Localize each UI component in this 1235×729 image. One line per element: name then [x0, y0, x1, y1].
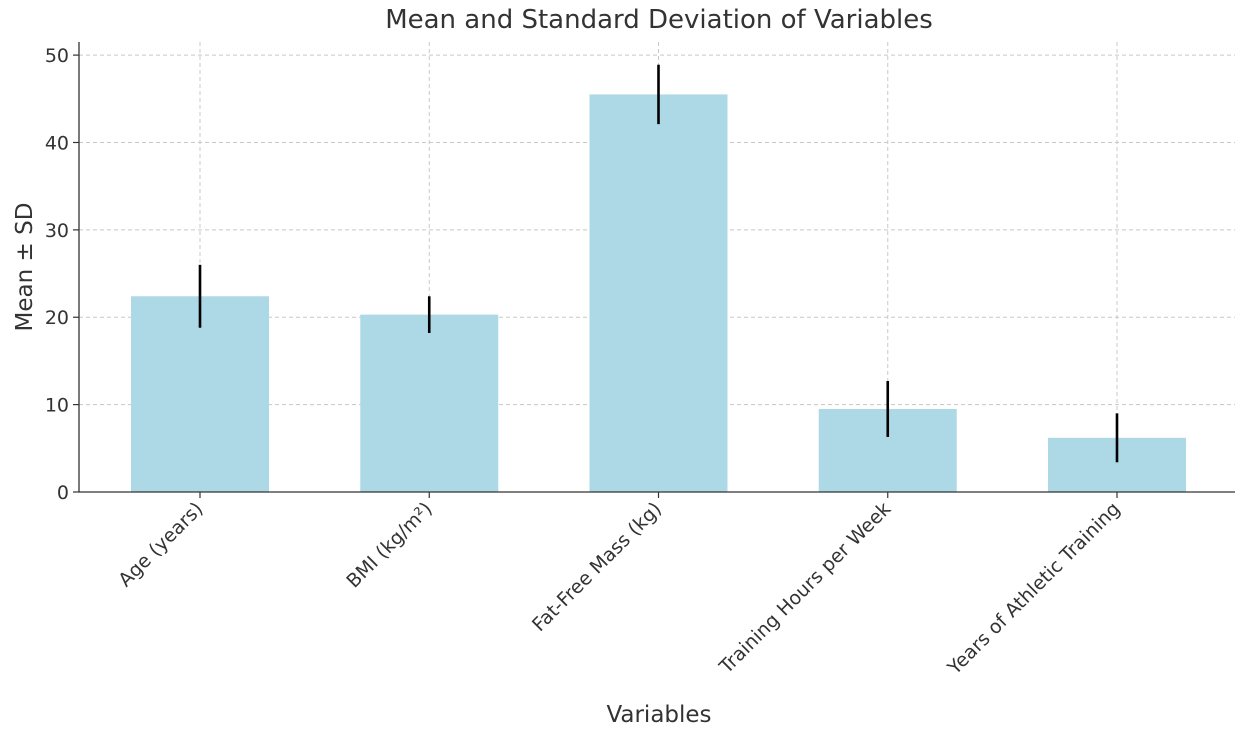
x-tick-label: Years of Athletic Training	[943, 498, 1125, 680]
x-axis-label: Variables	[606, 702, 711, 728]
x-tick-label: Age (years)	[114, 498, 207, 591]
bar	[360, 314, 499, 492]
x-tick-label: BMI (kg/m²)	[342, 498, 436, 592]
y-tick-label: 30	[45, 220, 69, 242]
chart-title: Mean and Standard Deviation of Variables	[385, 5, 933, 35]
bar	[131, 296, 269, 492]
bar-layer	[131, 94, 1186, 492]
y-tick-label: 0	[57, 482, 69, 504]
x-tick-label: Fat-Free Mass (kg)	[528, 498, 666, 636]
x-tick-label: Training Hours per Week	[715, 498, 896, 679]
axis-layer	[73, 42, 1235, 498]
error-bar-layer	[198, 64, 1119, 463]
bar	[589, 94, 728, 492]
y-tick-label: 50	[45, 45, 69, 67]
y-tick-label: 20	[45, 307, 69, 329]
y-tick-label: 40	[45, 132, 69, 154]
y-axis-label: Mean ± SD	[12, 203, 38, 332]
y-tick-label: 10	[45, 395, 69, 417]
